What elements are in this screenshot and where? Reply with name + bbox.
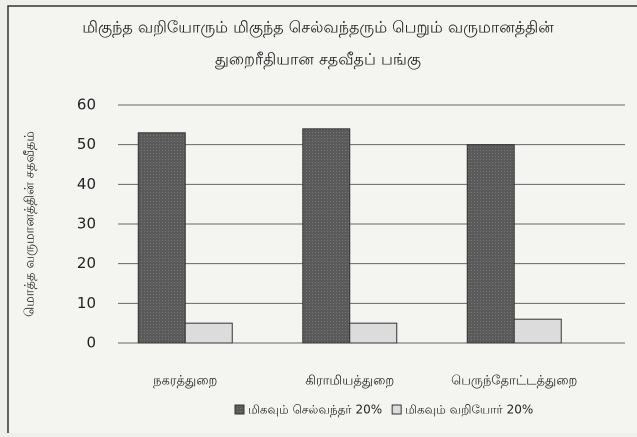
x-tick-label: நகரத்துறை [153,374,217,389]
y-tick-label: 30 [77,215,96,233]
chart-title: துறைரீதியான சதவீதப் பங்கு [215,50,421,70]
y-tick-label: 10 [77,294,96,312]
legend-swatch [391,404,402,415]
bar [184,322,233,344]
y-axis-label: மொத்த வருமானத்தின் சதவீதம் [23,131,38,317]
y-tick-label: 60 [77,96,96,114]
y-tick-label: 40 [77,175,96,193]
bar [302,128,351,344]
legend-swatch [234,404,245,415]
chart-title: மிகுந்த வறியோரும் மிகுந்த செல்வந்தரும் ப… [82,18,554,38]
bar [513,318,562,344]
bar [349,322,398,344]
bar [137,132,186,344]
legend-label: மிகவும் வறியோர் 20% [405,403,533,417]
x-tick-label: கிராமியத்துறை [305,374,394,389]
bar [466,144,515,344]
y-tick-label: 50 [77,135,96,153]
y-tick-label: 0 [86,334,96,352]
y-tick-label: 20 [77,254,96,272]
x-tick-label: பெருந்தோட்டத்துறை [451,374,577,389]
legend-label: மிகவும் செல்வந்தர் 20% [248,403,382,417]
